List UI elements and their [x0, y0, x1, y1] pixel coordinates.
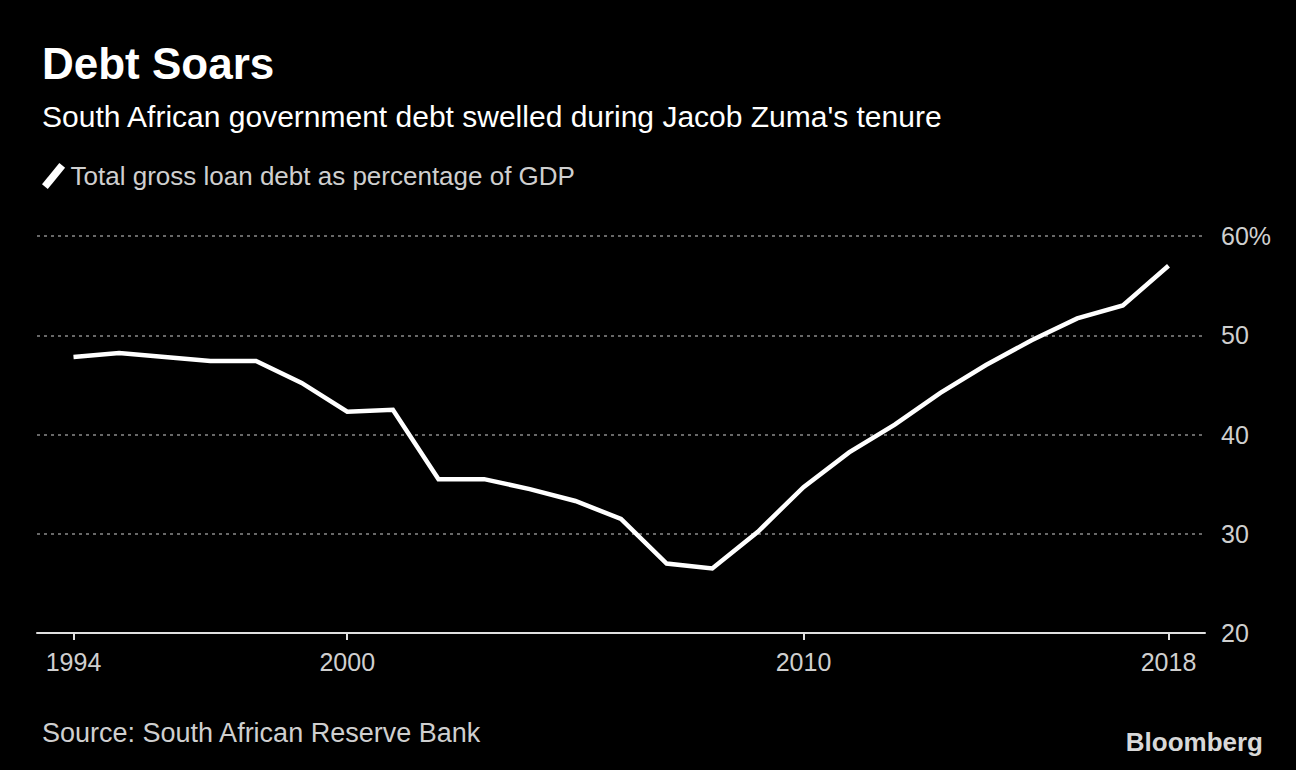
svg-text:1994: 1994	[46, 648, 102, 676]
svg-text:2018: 2018	[1141, 648, 1197, 676]
svg-text:Bloomberg: Bloomberg	[1126, 727, 1263, 757]
svg-text:2000: 2000	[319, 648, 375, 676]
svg-text:20: 20	[1221, 619, 1249, 647]
svg-text:South African government debt: South African government debt swelled du…	[42, 100, 942, 133]
svg-text:2010: 2010	[776, 648, 832, 676]
svg-text:30: 30	[1221, 520, 1249, 548]
svg-text:40: 40	[1221, 421, 1249, 449]
svg-text:Total gross loan debt as perce: Total gross loan debt as percentage of G…	[71, 161, 575, 191]
svg-text:50: 50	[1221, 321, 1249, 349]
svg-text:60%: 60%	[1221, 222, 1271, 250]
svg-text:Debt Soars: Debt Soars	[42, 39, 274, 88]
svg-text:Source: South African Reserve: Source: South African Reserve Bank	[42, 718, 481, 748]
